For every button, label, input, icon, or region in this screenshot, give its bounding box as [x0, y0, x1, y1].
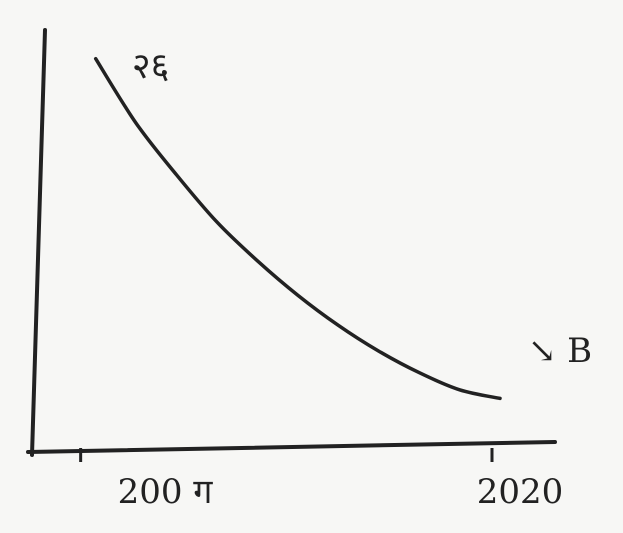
x-tick-label-1: 2020 [477, 472, 564, 512]
annotation-1: ↘ B [528, 331, 592, 371]
series-group [93, 56, 502, 401]
x-tick-labels: 200 ग 2020 [118, 472, 564, 512]
series-line-0 [93, 56, 502, 401]
x-tick-marks [79, 448, 494, 462]
annotations: २६ ↘ B [132, 46, 592, 371]
y-axis [30, 28, 47, 457]
x-axis [26, 440, 557, 454]
annotation-0: २६ [132, 46, 169, 87]
x-tick-label-0: 200 ग [118, 472, 214, 512]
